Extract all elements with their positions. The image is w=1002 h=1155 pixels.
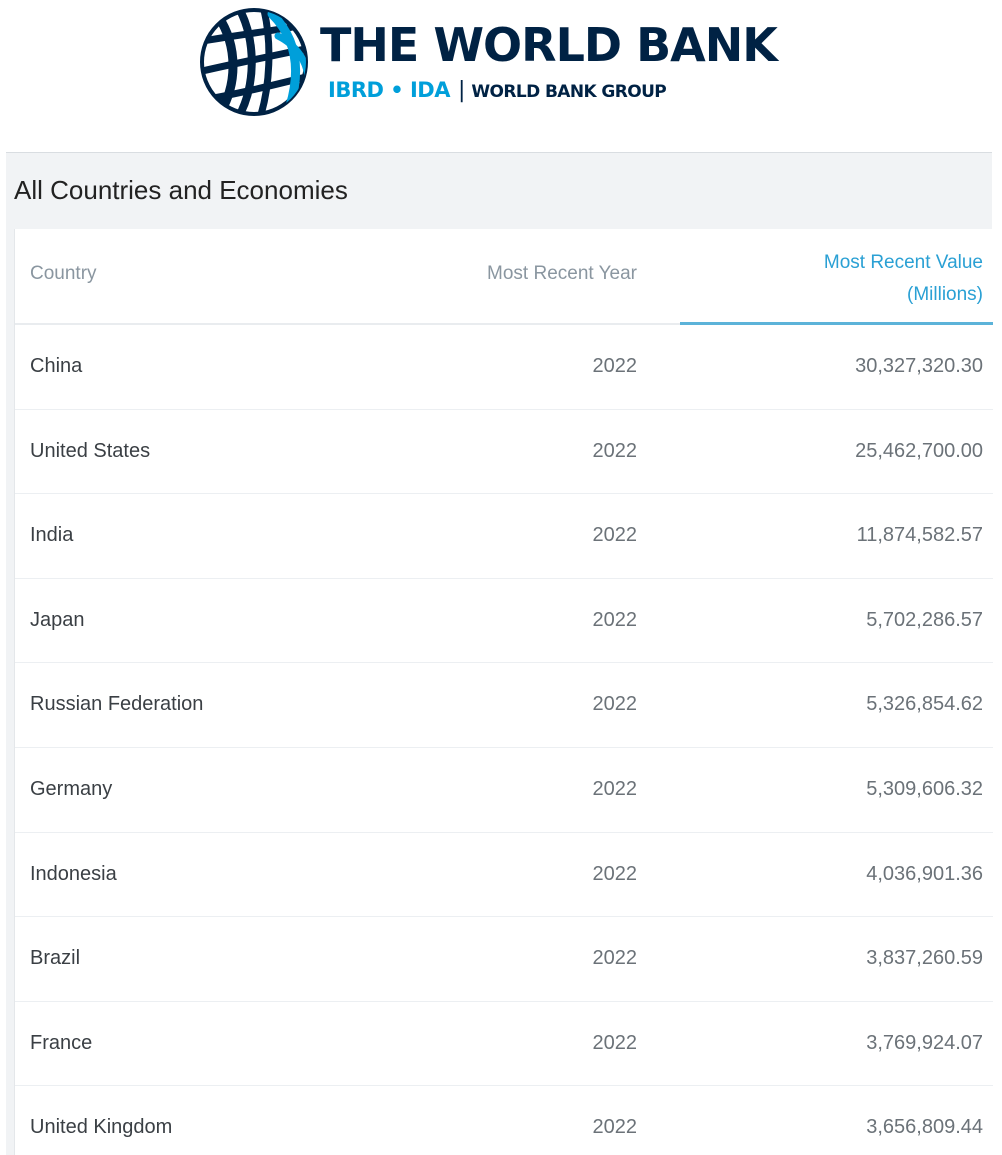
table-row: Russian Federation 2022 5,326,854.62 [15,663,993,748]
table-row: China 2022 30,327,320.30 [15,325,993,410]
countries-panel: All Countries and Economies Country Most… [6,152,993,1155]
value-cell: 25,462,700.00 [855,439,983,462]
value-cell: 30,327,320.30 [855,355,983,377]
column-header-value[interactable]: Most Recent Value (Millions) [824,247,983,311]
panel-title: All Countries and Economies [14,175,348,205]
logo-group: WORLD BANK GROUP [471,82,667,102]
country-link[interactable]: Japan [30,608,85,631]
country-link[interactable]: Indonesia [30,862,117,885]
world-bank-logo[interactable]: THE WORLD BANK IBRD • IDA | WORLD BANK GRO… [198,6,778,124]
column-header-country[interactable]: Country [30,263,97,284]
year-cell: 2022 [592,947,638,970]
table-row: United States 2022 25,462,700.00 [15,410,993,495]
table-body: China 2022 30,327,320.30 United States 2… [15,325,993,1155]
value-cell: 3,837,260.59 [866,947,983,970]
year-cell: 2022 [592,1116,638,1139]
country-link[interactable]: France [30,1031,93,1054]
table-row: Germany 2022 5,309,606.32 [15,748,993,833]
table-header: Country Most Recent Year Most Recent Val… [15,229,993,325]
table-row: Brazil 2022 3,837,260.59 [15,917,993,1002]
country-link[interactable]: China [30,355,83,377]
country-link[interactable]: United Kingdom [30,1116,173,1139]
country-link[interactable]: United States [30,439,151,462]
column-header-value-line1: Most Recent Value [823,252,983,273]
logo-subtitle: IBRD • IDA | WORLD BANK GROUP [328,78,667,103]
year-cell: 2022 [592,608,638,631]
year-cell: 2022 [592,693,638,716]
logo-title: THE WORLD BANK [320,18,778,72]
table-row: Japan 2022 5,702,286.57 [15,579,993,664]
logo-ibrd-ida: IBRD • IDA [328,78,450,102]
table-row: India 2022 11,874,582.57 [15,494,993,579]
year-cell: 2022 [592,1031,638,1054]
value-cell: 5,326,854.62 [866,693,983,716]
value-cell: 5,702,286.57 [866,608,983,631]
table-row: Indonesia 2022 4,036,901.36 [15,833,993,918]
value-cell: 3,769,924.07 [866,1031,983,1054]
column-header-value-line2: (Millions) [907,284,983,305]
value-cell: 5,309,606.32 [866,777,983,800]
country-link[interactable]: Russian Federation [30,693,204,716]
globe-icon [200,8,308,116]
country-link[interactable]: Brazil [30,947,81,970]
value-cell: 11,874,582.57 [856,524,983,547]
table-row: United Kingdom 2022 3,656,809.44 [15,1086,993,1155]
value-cell: 4,036,901.36 [866,862,983,885]
logo-separator: | [457,78,466,103]
table-row: France 2022 3,769,924.07 [15,1002,993,1087]
country-link[interactable]: India [30,524,74,547]
year-cell: 2022 [592,862,638,885]
year-cell: 2022 [592,777,638,800]
data-table: Country Most Recent Year Most Recent Val… [14,229,993,1155]
year-cell: 2022 [592,524,638,547]
sort-indicator [680,322,993,325]
year-cell: 2022 [592,439,638,462]
value-cell: 3,656,809.44 [866,1116,983,1139]
country-link[interactable]: Germany [30,777,113,800]
column-header-year[interactable]: Most Recent Year [487,263,637,284]
year-cell: 2022 [592,355,638,377]
